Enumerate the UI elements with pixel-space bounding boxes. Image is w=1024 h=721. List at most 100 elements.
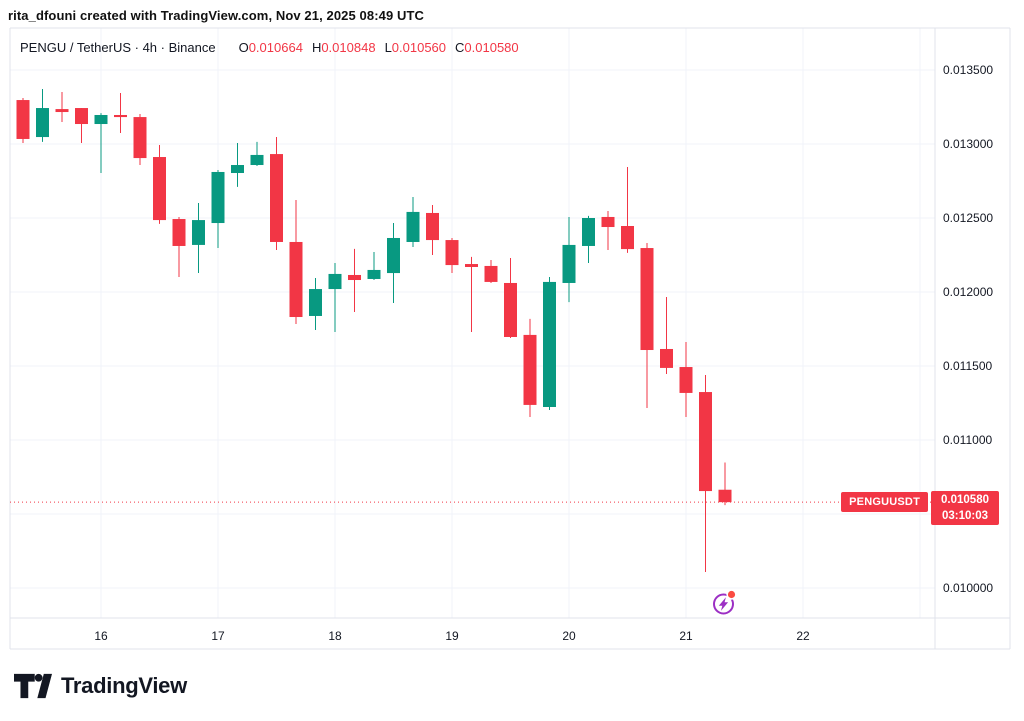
symbol-price-label-badge: PENGUUSDT	[841, 492, 928, 513]
candle	[640, 243, 654, 409]
candle-body	[192, 220, 205, 245]
price-tick-label: 0.011000	[943, 433, 993, 447]
candle-body	[679, 367, 693, 393]
event-notification-dot	[727, 590, 736, 599]
candle	[562, 216, 576, 303]
candle	[426, 204, 439, 255]
candle	[523, 318, 537, 418]
candle-body	[289, 241, 303, 318]
low-label: L	[384, 40, 392, 55]
candle-body	[601, 216, 615, 228]
price-tick-label: 0.012500	[943, 211, 994, 225]
price-axis[interactable]: 0.013500 0.013000 0.012500 0.012000 0.011500…	[935, 28, 1010, 649]
candle	[699, 375, 712, 573]
candle-body	[718, 489, 732, 503]
candle	[250, 141, 264, 167]
candle	[504, 257, 517, 339]
candle	[718, 462, 732, 506]
candle	[679, 342, 693, 418]
candle-body	[270, 154, 283, 242]
candle	[172, 216, 186, 278]
candle-body	[55, 109, 69, 113]
candle	[309, 277, 322, 331]
time-tick-label: 22	[796, 629, 810, 643]
candle-body	[328, 273, 342, 290]
candle	[270, 137, 283, 250]
last-price-badge: 0.010580 03:10:03	[931, 491, 999, 526]
low-value: 0.010560	[391, 40, 447, 55]
lightning-event-icon[interactable]	[710, 588, 737, 618]
candle-body	[523, 334, 537, 405]
tradingview-logo-text: TradingView	[61, 673, 187, 698]
time-tick-label: 16	[94, 629, 108, 643]
candle-body	[211, 171, 225, 224]
candle-body	[562, 244, 576, 283]
candle-body	[621, 225, 634, 250]
candle	[484, 260, 498, 283]
symbol-title: PENGU / TetherUS · 4h · Binance	[20, 40, 216, 55]
ohlc-values: O0.010664 H0.010848 L0.010560 C0.010580	[230, 40, 519, 55]
candle	[348, 248, 361, 312]
time-axis[interactable]: 16 17 18 19 20 21 22	[10, 618, 1010, 649]
candle	[94, 113, 108, 174]
time-tick-label: 19	[445, 629, 459, 643]
time-tick-label: 18	[328, 629, 342, 643]
candle	[55, 92, 69, 122]
candle-body	[153, 157, 166, 221]
candle	[192, 203, 205, 274]
candle	[387, 223, 400, 303]
price-tick-label: 0.012000	[943, 285, 994, 299]
candle-body	[367, 269, 381, 279]
candle-body	[231, 165, 244, 174]
candle	[75, 108, 88, 143]
close-label: C	[455, 40, 465, 55]
time-tick-label: 17	[211, 629, 225, 643]
attribution-text: rita_dfouni created with TradingView.com…	[8, 8, 425, 23]
candle-body	[543, 281, 556, 407]
time-tick-label: 20	[562, 629, 576, 643]
candle-body	[348, 274, 361, 281]
lightning-bolt	[718, 597, 729, 611]
candle-body	[309, 289, 322, 316]
candle-body	[406, 211, 420, 242]
candle	[367, 252, 381, 281]
high-label: H	[311, 40, 322, 55]
price-tick-label: 0.013000	[943, 137, 994, 151]
candle-body	[426, 212, 439, 241]
price-tick-label: 0.013500	[943, 63, 994, 77]
tradingview-logo[interactable]: TradingView	[14, 673, 187, 699]
candle-body	[387, 237, 400, 274]
candle-body	[660, 348, 673, 368]
candle-body	[699, 392, 712, 492]
open-value: 0.010664	[248, 40, 303, 55]
candle-body	[465, 264, 478, 267]
last-price-value: 0.010580	[941, 494, 989, 507]
high-value: 0.010848	[321, 40, 376, 55]
candle	[601, 211, 615, 250]
candle	[289, 199, 303, 324]
bar-countdown: 03:10:03	[941, 510, 989, 523]
candle-body	[75, 108, 88, 125]
open-label: O	[238, 40, 249, 55]
symbol-header: PENGU / TetherUS · 4h · Binance O0.010664…	[20, 40, 519, 56]
candle-body	[94, 114, 108, 125]
candle-body	[504, 282, 517, 337]
candle-body	[114, 114, 127, 118]
candle-body	[582, 218, 595, 246]
candle	[445, 237, 459, 274]
candle-body	[484, 265, 498, 282]
time-tick-label: 21	[679, 629, 693, 643]
price-tick-label: 0.010000	[943, 581, 994, 595]
candle	[660, 297, 673, 374]
price-tick-label: 0.011500	[943, 359, 993, 373]
candle	[406, 196, 420, 248]
candle	[153, 145, 166, 224]
candle-body	[445, 240, 459, 266]
candle	[36, 88, 49, 142]
candle	[16, 97, 30, 143]
candle	[231, 142, 244, 187]
tradingview-logo-mark	[14, 673, 52, 699]
candle-body	[36, 108, 49, 138]
